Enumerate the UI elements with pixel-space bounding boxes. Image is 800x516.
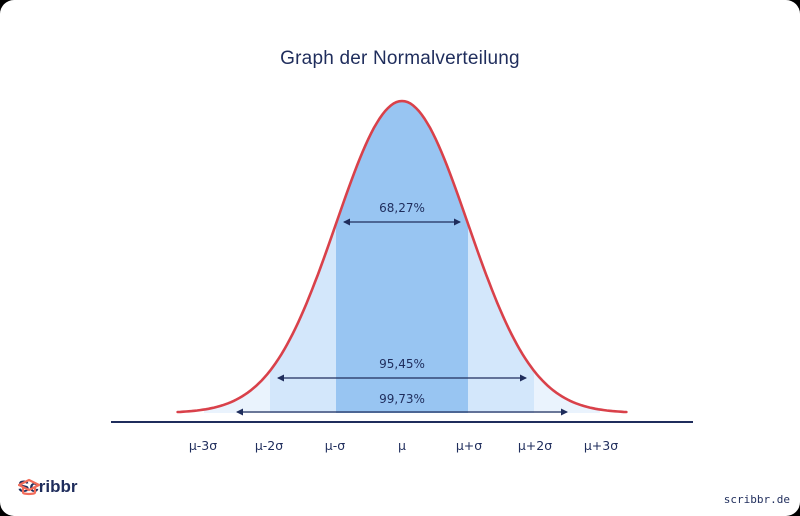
x-tick-label: μ-3σ [189, 438, 217, 453]
x-tick-label: μ+3σ [584, 438, 618, 453]
bands-layer [204, 101, 600, 413]
band-1sigma-area [336, 101, 468, 413]
arrow-1sigma [343, 218, 461, 226]
arrows-layer: 68,27% 95,45% 99,73% [236, 201, 568, 416]
scribbr-logo: Scribbr [18, 477, 78, 497]
x-tick-label: μ-σ [325, 438, 345, 453]
arrow-2sigma-head-left [277, 374, 284, 382]
arrow-3sigma-head-left [236, 408, 243, 416]
label-1sigma: 68,27% [379, 201, 425, 215]
curve-layer [176, 99, 628, 414]
label-3sigma: 99,73% [379, 392, 425, 406]
x-tick-label: μ-2σ [255, 438, 283, 453]
source-url: scribbr.de [723, 493, 790, 506]
axis-layer: μ-3σ μ-2σ μ-σ μ μ+σ μ+2σ μ+3σ [111, 421, 693, 453]
arrow-1sigma-head-left [343, 218, 350, 226]
x-tick-label: μ [398, 438, 406, 453]
arrow-3sigma-head-right [561, 408, 568, 416]
arrow-2sigma [277, 374, 527, 382]
arrow-1sigma-head-right [454, 218, 461, 226]
arrow-2sigma-head-right [520, 374, 527, 382]
label-2sigma: 95,45% [379, 357, 425, 371]
x-tick-label: μ+σ [456, 438, 482, 453]
chart-title: Graph der Normalverteilung [280, 48, 520, 69]
density-curve [176, 99, 628, 414]
graduation-cap-icon [18, 478, 40, 496]
arrow-3sigma [236, 408, 568, 416]
x-tick-label: μ+2σ [518, 438, 552, 453]
